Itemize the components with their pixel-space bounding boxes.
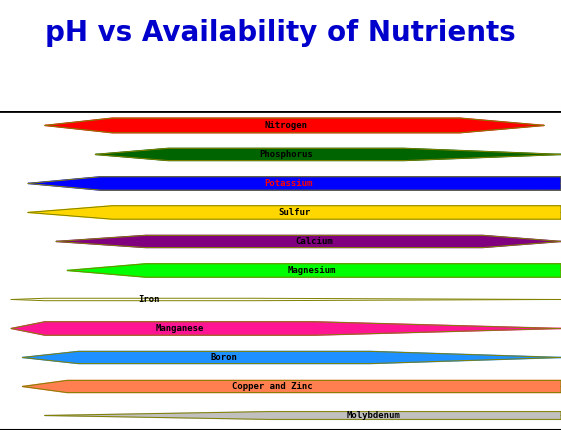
Text: Slightly
Alkaline: Slightly Alkaline: [320, 87, 348, 98]
Polygon shape: [28, 206, 561, 219]
Polygon shape: [22, 381, 561, 393]
Text: Slightly
Acid: Slightly Acid: [152, 87, 179, 98]
Text: Very
Slightly
Acid: Very Slightly Acid: [203, 85, 229, 101]
Polygon shape: [56, 235, 561, 248]
Text: Phosphorus: Phosphorus: [259, 150, 313, 159]
Text: Iron: Iron: [138, 295, 159, 304]
Text: pH vs Availability of Nutrients: pH vs Availability of Nutrients: [45, 19, 516, 47]
Polygon shape: [45, 412, 561, 419]
Text: Copper and Zinc: Copper and Zinc: [232, 382, 312, 391]
Polygon shape: [45, 118, 544, 133]
Text: Nitrogen: Nitrogen: [265, 121, 307, 130]
Text: Very
Slightly
Alkaline: Very Slightly Alkaline: [258, 85, 286, 101]
Text: Potassium: Potassium: [265, 179, 313, 188]
Text: Mod.
Alkaline: Mod. Alkaline: [376, 87, 404, 98]
Text: Boron: Boron: [211, 353, 238, 362]
Polygon shape: [67, 264, 561, 277]
Text: Magnesium: Magnesium: [287, 266, 335, 275]
Polygon shape: [95, 148, 561, 160]
Text: Manganese: Manganese: [155, 324, 204, 333]
Polygon shape: [22, 351, 561, 364]
Text: Molybdenum: Molybdenum: [346, 411, 400, 420]
Polygon shape: [11, 322, 561, 335]
Text: Sulfur: Sulfur: [278, 208, 311, 217]
Polygon shape: [28, 177, 561, 190]
Text: Calcium: Calcium: [295, 237, 333, 246]
Polygon shape: [11, 298, 561, 301]
Text: Strongly Acid: Strongly Acid: [10, 90, 57, 95]
Text: Mod.
Acid: Mod. Acid: [104, 87, 121, 98]
Text: Strongly Alkaline: Strongly Alkaline: [477, 90, 538, 95]
